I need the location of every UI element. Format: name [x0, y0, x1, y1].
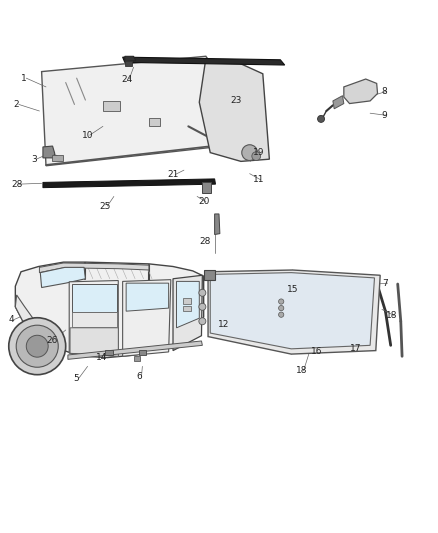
Polygon shape: [210, 273, 374, 349]
Circle shape: [252, 152, 261, 160]
Text: 1: 1: [21, 74, 27, 83]
Text: 23: 23: [231, 95, 242, 104]
Text: 9: 9: [381, 111, 388, 120]
Circle shape: [9, 318, 66, 375]
Circle shape: [279, 305, 284, 311]
Text: 19: 19: [253, 148, 264, 157]
Text: 2: 2: [14, 100, 19, 109]
Bar: [202, 182, 211, 193]
Polygon shape: [69, 280, 118, 356]
Circle shape: [16, 325, 58, 367]
Polygon shape: [208, 270, 380, 354]
Circle shape: [279, 312, 284, 317]
Text: 15: 15: [287, 285, 298, 294]
Polygon shape: [43, 179, 215, 188]
Text: 26: 26: [46, 336, 57, 344]
Text: 17: 17: [350, 344, 361, 353]
Bar: [139, 350, 146, 355]
Polygon shape: [39, 263, 149, 273]
Circle shape: [318, 115, 325, 123]
Bar: [134, 356, 140, 361]
Bar: [183, 306, 191, 311]
Text: 18: 18: [386, 311, 398, 320]
Circle shape: [279, 299, 284, 304]
Text: 4: 4: [8, 316, 14, 325]
Polygon shape: [72, 312, 117, 327]
Polygon shape: [15, 262, 204, 358]
Text: 18: 18: [296, 366, 307, 375]
Polygon shape: [177, 281, 199, 328]
Text: 8: 8: [381, 87, 388, 96]
Polygon shape: [125, 56, 136, 61]
Text: 11: 11: [253, 175, 264, 184]
Bar: [149, 118, 160, 126]
Bar: [105, 350, 113, 355]
Bar: [125, 61, 132, 66]
Circle shape: [242, 145, 258, 160]
Polygon shape: [199, 59, 269, 161]
Circle shape: [26, 335, 48, 357]
Text: 5: 5: [74, 374, 80, 383]
Polygon shape: [40, 268, 85, 287]
Polygon shape: [126, 283, 169, 311]
Polygon shape: [72, 284, 117, 312]
Text: 10: 10: [82, 131, 93, 140]
Text: 12: 12: [218, 320, 229, 329]
Text: 25: 25: [99, 201, 111, 211]
Bar: [204, 270, 215, 280]
Circle shape: [199, 318, 206, 325]
Polygon shape: [15, 295, 52, 346]
Polygon shape: [68, 341, 202, 359]
Text: 16: 16: [311, 348, 322, 357]
Text: 14: 14: [96, 353, 107, 362]
Polygon shape: [173, 275, 202, 351]
Bar: [183, 298, 191, 304]
Polygon shape: [42, 56, 232, 166]
Text: 28: 28: [11, 180, 22, 189]
Polygon shape: [70, 328, 118, 356]
Text: 6: 6: [136, 373, 142, 382]
Polygon shape: [344, 79, 378, 103]
Text: 28: 28: [199, 237, 211, 246]
Bar: [52, 155, 63, 161]
Circle shape: [199, 289, 206, 296]
Text: 7: 7: [382, 279, 389, 288]
Polygon shape: [215, 214, 220, 235]
Polygon shape: [43, 146, 55, 158]
Text: 21: 21: [167, 170, 179, 179]
Text: 3: 3: [31, 155, 37, 164]
Text: 24: 24: [121, 75, 133, 84]
Circle shape: [199, 303, 206, 310]
Polygon shape: [333, 96, 344, 109]
Bar: [103, 101, 120, 111]
Polygon shape: [123, 280, 171, 356]
Polygon shape: [123, 57, 285, 65]
Text: 20: 20: [198, 197, 209, 206]
